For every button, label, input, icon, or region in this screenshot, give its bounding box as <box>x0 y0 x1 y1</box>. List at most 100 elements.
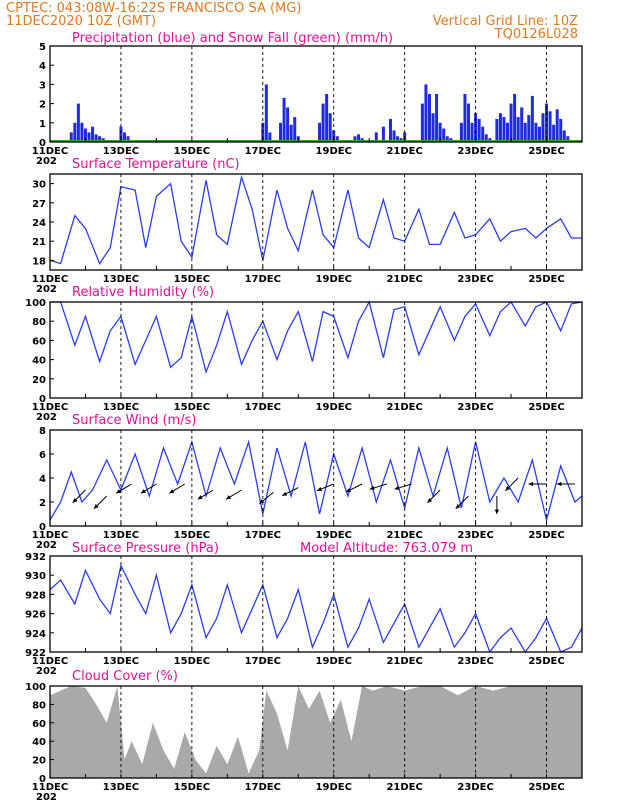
cloud-xtick-label: 17DEC <box>245 782 281 793</box>
wind-arrow-head <box>528 481 534 487</box>
precip-bar <box>427 94 431 142</box>
precip-year-label: 202 <box>36 156 57 167</box>
pressure-ytick-label: 922 <box>25 648 46 659</box>
precip-bar <box>268 132 272 142</box>
wind-xtick-label: 23DEC <box>457 530 493 541</box>
precip-bar <box>318 122 322 142</box>
temp-ytick-label: 24 <box>32 218 46 229</box>
wind-arrow-head <box>505 486 511 491</box>
precip-xtick-label: 19DEC <box>316 146 352 157</box>
precip-bar <box>541 113 545 142</box>
precip-bar <box>438 122 442 142</box>
precip-bar <box>286 107 290 142</box>
cloud-ytick-label: 60 <box>32 719 46 730</box>
wind-xtick-label: 15DEC <box>174 530 210 541</box>
wind-arrow-head <box>494 509 500 514</box>
precip-bar <box>420 103 424 142</box>
precip-bar <box>94 134 98 142</box>
wind-arrow-head <box>226 495 232 500</box>
wind-arrow-head <box>394 485 400 490</box>
precip-bar <box>328 113 332 142</box>
precip-bar <box>126 136 130 142</box>
wind-panel: 0 2 4 6 8 11DEC 13DEC 15DEC 17DEC 19DEC 21DEC 23DEC… <box>32 426 583 551</box>
precip-bar <box>392 130 396 142</box>
precip-bar <box>537 126 541 142</box>
precip-bar <box>545 103 549 142</box>
precip-bar <box>534 122 538 142</box>
wind-arrow-head <box>140 489 146 494</box>
rh-ytick-label: 20 <box>32 375 46 386</box>
wind-xtick-label: 25DEC <box>528 530 564 541</box>
header-location: CPTEC: 043:08W-16:22S FRANCISCO SA (MG) <box>6 1 301 16</box>
precip-bar <box>435 94 439 142</box>
precip-bar <box>498 113 502 142</box>
wind-arrow-head <box>455 504 461 509</box>
wind-arrow-head <box>116 489 122 494</box>
precip-bar <box>83 128 87 142</box>
wind-xtick-label: 11DEC <box>32 530 68 541</box>
header-grid-line: Vertical Grid Line: 10Z <box>433 14 578 29</box>
precip-bar <box>566 136 570 142</box>
cloud-xtick-label: 19DEC <box>316 782 352 793</box>
wind-arrow-head <box>346 488 352 493</box>
cloud-frame <box>49 685 583 779</box>
precip-panel: 0 1 2 3 4 5 11DEC 13DEC 15DEC 17DEC 19DEC 21DEC 23DE… <box>32 42 583 167</box>
precip-bar <box>264 84 268 142</box>
precip-bar <box>289 124 293 142</box>
wind-vectors <box>72 477 575 514</box>
precip-bar <box>520 107 524 142</box>
rh-xtick-label: 23DEC <box>457 402 493 413</box>
wind-arrow-head <box>427 498 433 503</box>
temp-xtick-label: 23DEC <box>457 274 493 285</box>
rh-ytick-label: 80 <box>32 317 46 328</box>
rh-xtick-label: 13DEC <box>103 402 139 413</box>
pressure-ytick-label: 926 <box>25 610 46 621</box>
wind-xtick-label: 17DEC <box>245 530 281 541</box>
temp-ytick-label: 27 <box>32 199 46 210</box>
temp-ytick-label: 30 <box>32 180 46 191</box>
cloud-title: Cloud Cover (%) <box>72 669 178 684</box>
pressure-xtick-label: 23DEC <box>457 656 493 667</box>
cloud-xtick-label: 21DEC <box>386 782 422 793</box>
temp-xtick-label: 19DEC <box>316 274 352 285</box>
wind-frame <box>49 429 583 527</box>
pressure-xtick-label: 21DEC <box>386 656 422 667</box>
precip-bar <box>474 113 478 142</box>
precip-bar <box>481 126 485 142</box>
precip-bar <box>122 132 126 142</box>
pressure-ytick-label: 928 <box>25 590 46 601</box>
precip-bar <box>555 109 559 142</box>
wind-xtick-label: 19DEC <box>316 530 352 541</box>
pressure-ytick-label: 930 <box>25 571 46 582</box>
precip-ytick-label: 0 <box>39 138 46 149</box>
precip-bar <box>381 126 385 142</box>
cloud-xtick-label: 11DEC <box>32 782 68 793</box>
rh-xtick-label: 11DEC <box>32 402 68 413</box>
precip-bar <box>374 132 378 142</box>
temp-ytick-label: 21 <box>32 237 46 248</box>
wind-ytick-label: 2 <box>39 498 46 509</box>
precip-bar <box>424 84 428 142</box>
temp-xtick-label: 21DEC <box>386 274 422 285</box>
temp-ytick-label: 18 <box>32 256 46 267</box>
wind-arrow-head <box>282 491 288 496</box>
precip-bar <box>463 94 467 142</box>
pressure-ytick-label: 924 <box>25 629 46 640</box>
precip-bar <box>530 95 534 142</box>
precip-bar <box>523 122 527 142</box>
precip-bar <box>353 136 357 142</box>
precip-bar <box>502 117 506 142</box>
cloud-panel: 0 20 40 60 80 100 11DEC 13DEC 15DEC 17DEC 19DEC 21D… <box>25 682 583 800</box>
temp-xtick-label: 13DEC <box>103 274 139 285</box>
temp-panel: 18 21 24 27 30 11DEC 13DEC 15DEC 17DEC 19DEC 21DEC… <box>32 173 583 295</box>
precip-ytick-label: 5 <box>39 42 46 53</box>
header-date: 11DEC2020 10Z (GMT) <box>6 14 156 29</box>
wind-arrow-head <box>197 495 203 500</box>
precip-bar <box>484 134 488 142</box>
precip-bar <box>335 136 339 142</box>
precip-ytick-label: 3 <box>39 80 46 91</box>
precip-bar <box>69 132 73 142</box>
wind-ytick-label: 6 <box>39 450 46 461</box>
precip-bar <box>73 122 77 142</box>
